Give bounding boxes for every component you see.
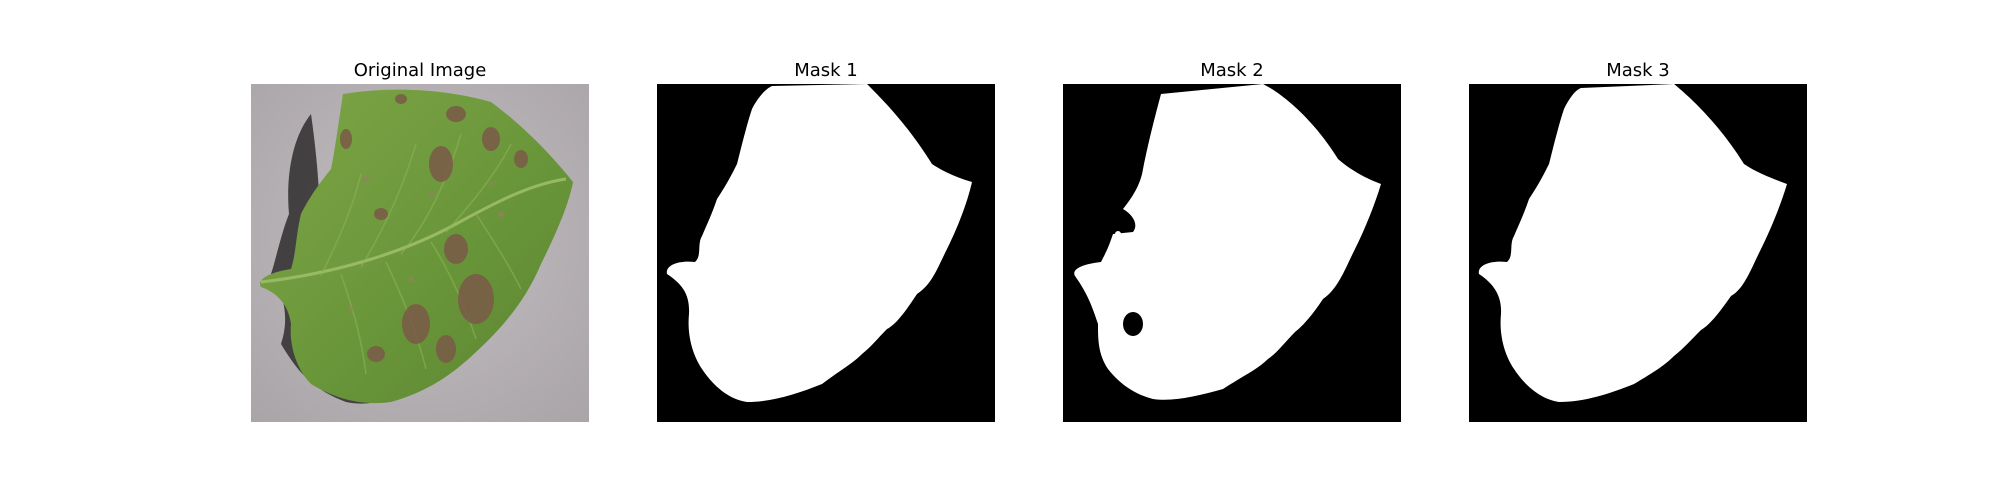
mask-1-title: Mask 1 <box>794 60 858 81</box>
leaf-veins <box>320 133 522 375</box>
mask-2-panel: Mask 2 <box>1063 58 1401 422</box>
mask-speckle <box>1115 231 1121 237</box>
mask-3-panel: Mask 3 <box>1469 58 1807 422</box>
leaf-midrib <box>260 177 567 284</box>
original-image-title: Original Image <box>353 60 487 81</box>
mask-1-panel: Mask 1 <box>657 58 995 422</box>
leaf-mask-1 <box>657 84 995 422</box>
mask-speckle <box>1133 210 1137 214</box>
mask-2-title: Mask 2 <box>1200 60 1264 81</box>
leaf-lesions <box>340 94 528 363</box>
mask-3-title: Mask 3 <box>1606 60 1670 81</box>
leaf-body <box>260 89 573 404</box>
leaf-photo <box>251 84 589 422</box>
mask-hole <box>1123 312 1143 336</box>
mask-foreground <box>666 84 972 402</box>
leaf-mask-3 <box>1469 84 1807 422</box>
mask-foreground <box>1074 84 1381 400</box>
original-image-panel: Original Image <box>251 58 589 422</box>
leaf-speckles <box>348 176 504 312</box>
mask-foreground <box>1478 84 1787 402</box>
leaf-mask-2 <box>1063 84 1401 422</box>
